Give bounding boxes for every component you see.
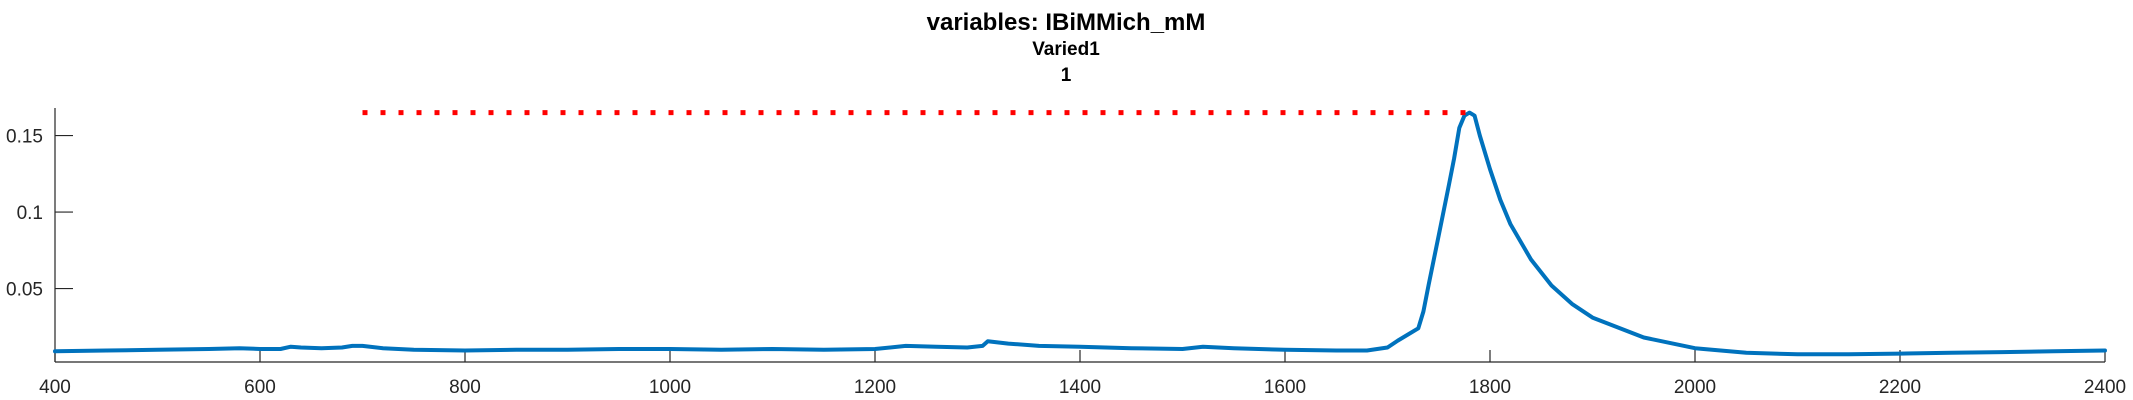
chart-title: variables: IBiMMich_mM [927, 9, 1206, 36]
x-tick-label: 600 [244, 377, 276, 398]
chart-subtitle-varied: Varied1 [1032, 39, 1100, 60]
y-ticks: 0.05 0.1 0.15 [6, 127, 73, 301]
x-tick-label: 400 [39, 377, 71, 398]
x-tick-label: 1200 [854, 377, 896, 398]
x-tick-label: 2400 [2084, 377, 2126, 398]
y-tick-label: 0.1 [17, 203, 43, 224]
x-tick-label: 1600 [1264, 377, 1306, 398]
y-tick-label: 0.05 [6, 280, 43, 301]
x-ticks: 400 600 800 1000 1200 1400 1600 1800 2000 2200 240… [39, 350, 2126, 398]
x-tick-label: 2200 [1879, 377, 1921, 398]
x-tick-label: 1800 [1469, 377, 1511, 398]
series-line [53, 110, 2107, 357]
x-tick-label: 2000 [1674, 377, 1716, 398]
y-tick-label: 0.15 [6, 127, 43, 148]
plot-area: 400 600 800 1000 1200 1400 1600 1800 2000 2200 240… [6, 108, 2126, 398]
x-tick-label: 1000 [649, 377, 691, 398]
x-tick-label: 800 [449, 377, 481, 398]
series-layer [53, 110, 2107, 357]
chart-subtitle-index: 1 [1061, 65, 1072, 86]
x-tick-label: 1400 [1059, 377, 1101, 398]
